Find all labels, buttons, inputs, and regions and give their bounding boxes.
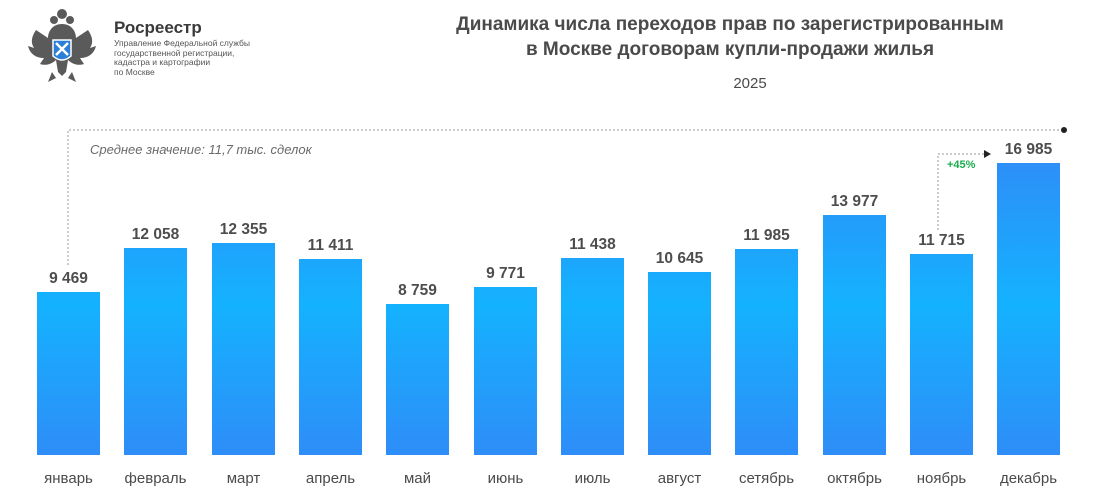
bar-value-label: 13 977 bbox=[830, 193, 879, 210]
bar-value-label: 11 715 bbox=[918, 232, 965, 249]
average-line-end-dot bbox=[1061, 127, 1067, 133]
brand-subtitle: Управление Федеральной службы государств… bbox=[114, 38, 304, 77]
bar bbox=[474, 287, 537, 455]
bar-value-label: 12 058 bbox=[131, 226, 180, 243]
bar bbox=[124, 248, 187, 455]
bar bbox=[997, 163, 1060, 455]
chart-title-line1: Динамика числа переходов прав по зарегис… bbox=[456, 14, 1004, 35]
growth-arrow-line bbox=[937, 153, 984, 230]
average-dashed-line bbox=[67, 129, 1064, 265]
brand-name: Росреестр bbox=[114, 18, 202, 37]
chart-year: 2025 bbox=[733, 75, 767, 92]
month-label: декабрь bbox=[999, 470, 1058, 487]
bar bbox=[823, 215, 886, 455]
month-label: апрель bbox=[305, 470, 356, 487]
bar bbox=[386, 304, 449, 455]
month-label: январь bbox=[44, 470, 93, 487]
bar bbox=[735, 249, 798, 455]
chart-title: Динамика числа переходов прав по зарегис… bbox=[370, 12, 1090, 62]
brand-subtitle-line: кадастра и картографии bbox=[114, 57, 211, 67]
chart-title-line2: в Москве договорам купли-продажи жилья bbox=[525, 39, 935, 60]
month-label: февраль bbox=[124, 470, 187, 487]
bar-value-label: 11 438 bbox=[569, 236, 616, 253]
bar bbox=[212, 243, 275, 455]
brand-subtitle-line: по Москве bbox=[114, 66, 155, 77]
bar bbox=[910, 254, 973, 455]
bar-value-label: 9 771 bbox=[486, 265, 525, 282]
bar-value-label: 11 985 bbox=[743, 227, 790, 244]
brand-subtitle-line: Управление Федеральной службы bbox=[114, 38, 250, 48]
bar bbox=[648, 272, 711, 455]
month-label: май bbox=[403, 470, 432, 487]
bar-value-label: 11 411 bbox=[307, 237, 354, 254]
bar bbox=[299, 259, 362, 455]
month-label: сетябрь bbox=[738, 470, 795, 487]
month-label: октябрь bbox=[827, 470, 882, 487]
bar bbox=[37, 292, 100, 455]
brand-subtitle-line: государственной регистрации, bbox=[114, 47, 235, 58]
bar-value-label: 16 985 bbox=[1004, 141, 1053, 158]
month-label: июль bbox=[574, 470, 611, 487]
bar-value-label: 9 469 bbox=[49, 270, 88, 287]
month-label: ноябрь bbox=[916, 470, 967, 487]
bar-value-label: 8 759 bbox=[398, 282, 437, 299]
double-headed-eagle-icon bbox=[28, 9, 96, 82]
month-label: август bbox=[657, 470, 702, 487]
arrow-head-icon bbox=[984, 150, 991, 158]
bar bbox=[561, 258, 624, 455]
average-label: Среднее значение: 11,7 тыс. сделок bbox=[90, 142, 312, 157]
rosreestr-logo: Росреестр Управление Федеральной службы … bbox=[22, 6, 292, 86]
month-label: июнь bbox=[487, 470, 524, 487]
month-label: март bbox=[226, 470, 261, 487]
bar-value-label: 10 645 bbox=[655, 250, 704, 267]
growth-label: +45% bbox=[947, 159, 976, 171]
bar-value-label: 12 355 bbox=[219, 221, 268, 238]
